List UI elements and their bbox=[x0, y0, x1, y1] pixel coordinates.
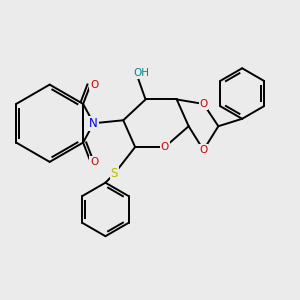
Text: O: O bbox=[161, 142, 169, 152]
Text: O: O bbox=[200, 99, 208, 109]
Text: N: N bbox=[89, 117, 98, 130]
Text: O: O bbox=[90, 157, 98, 167]
Text: O: O bbox=[200, 145, 208, 155]
Text: S: S bbox=[111, 167, 118, 180]
Text: O: O bbox=[90, 80, 98, 90]
Text: OH: OH bbox=[133, 68, 149, 78]
